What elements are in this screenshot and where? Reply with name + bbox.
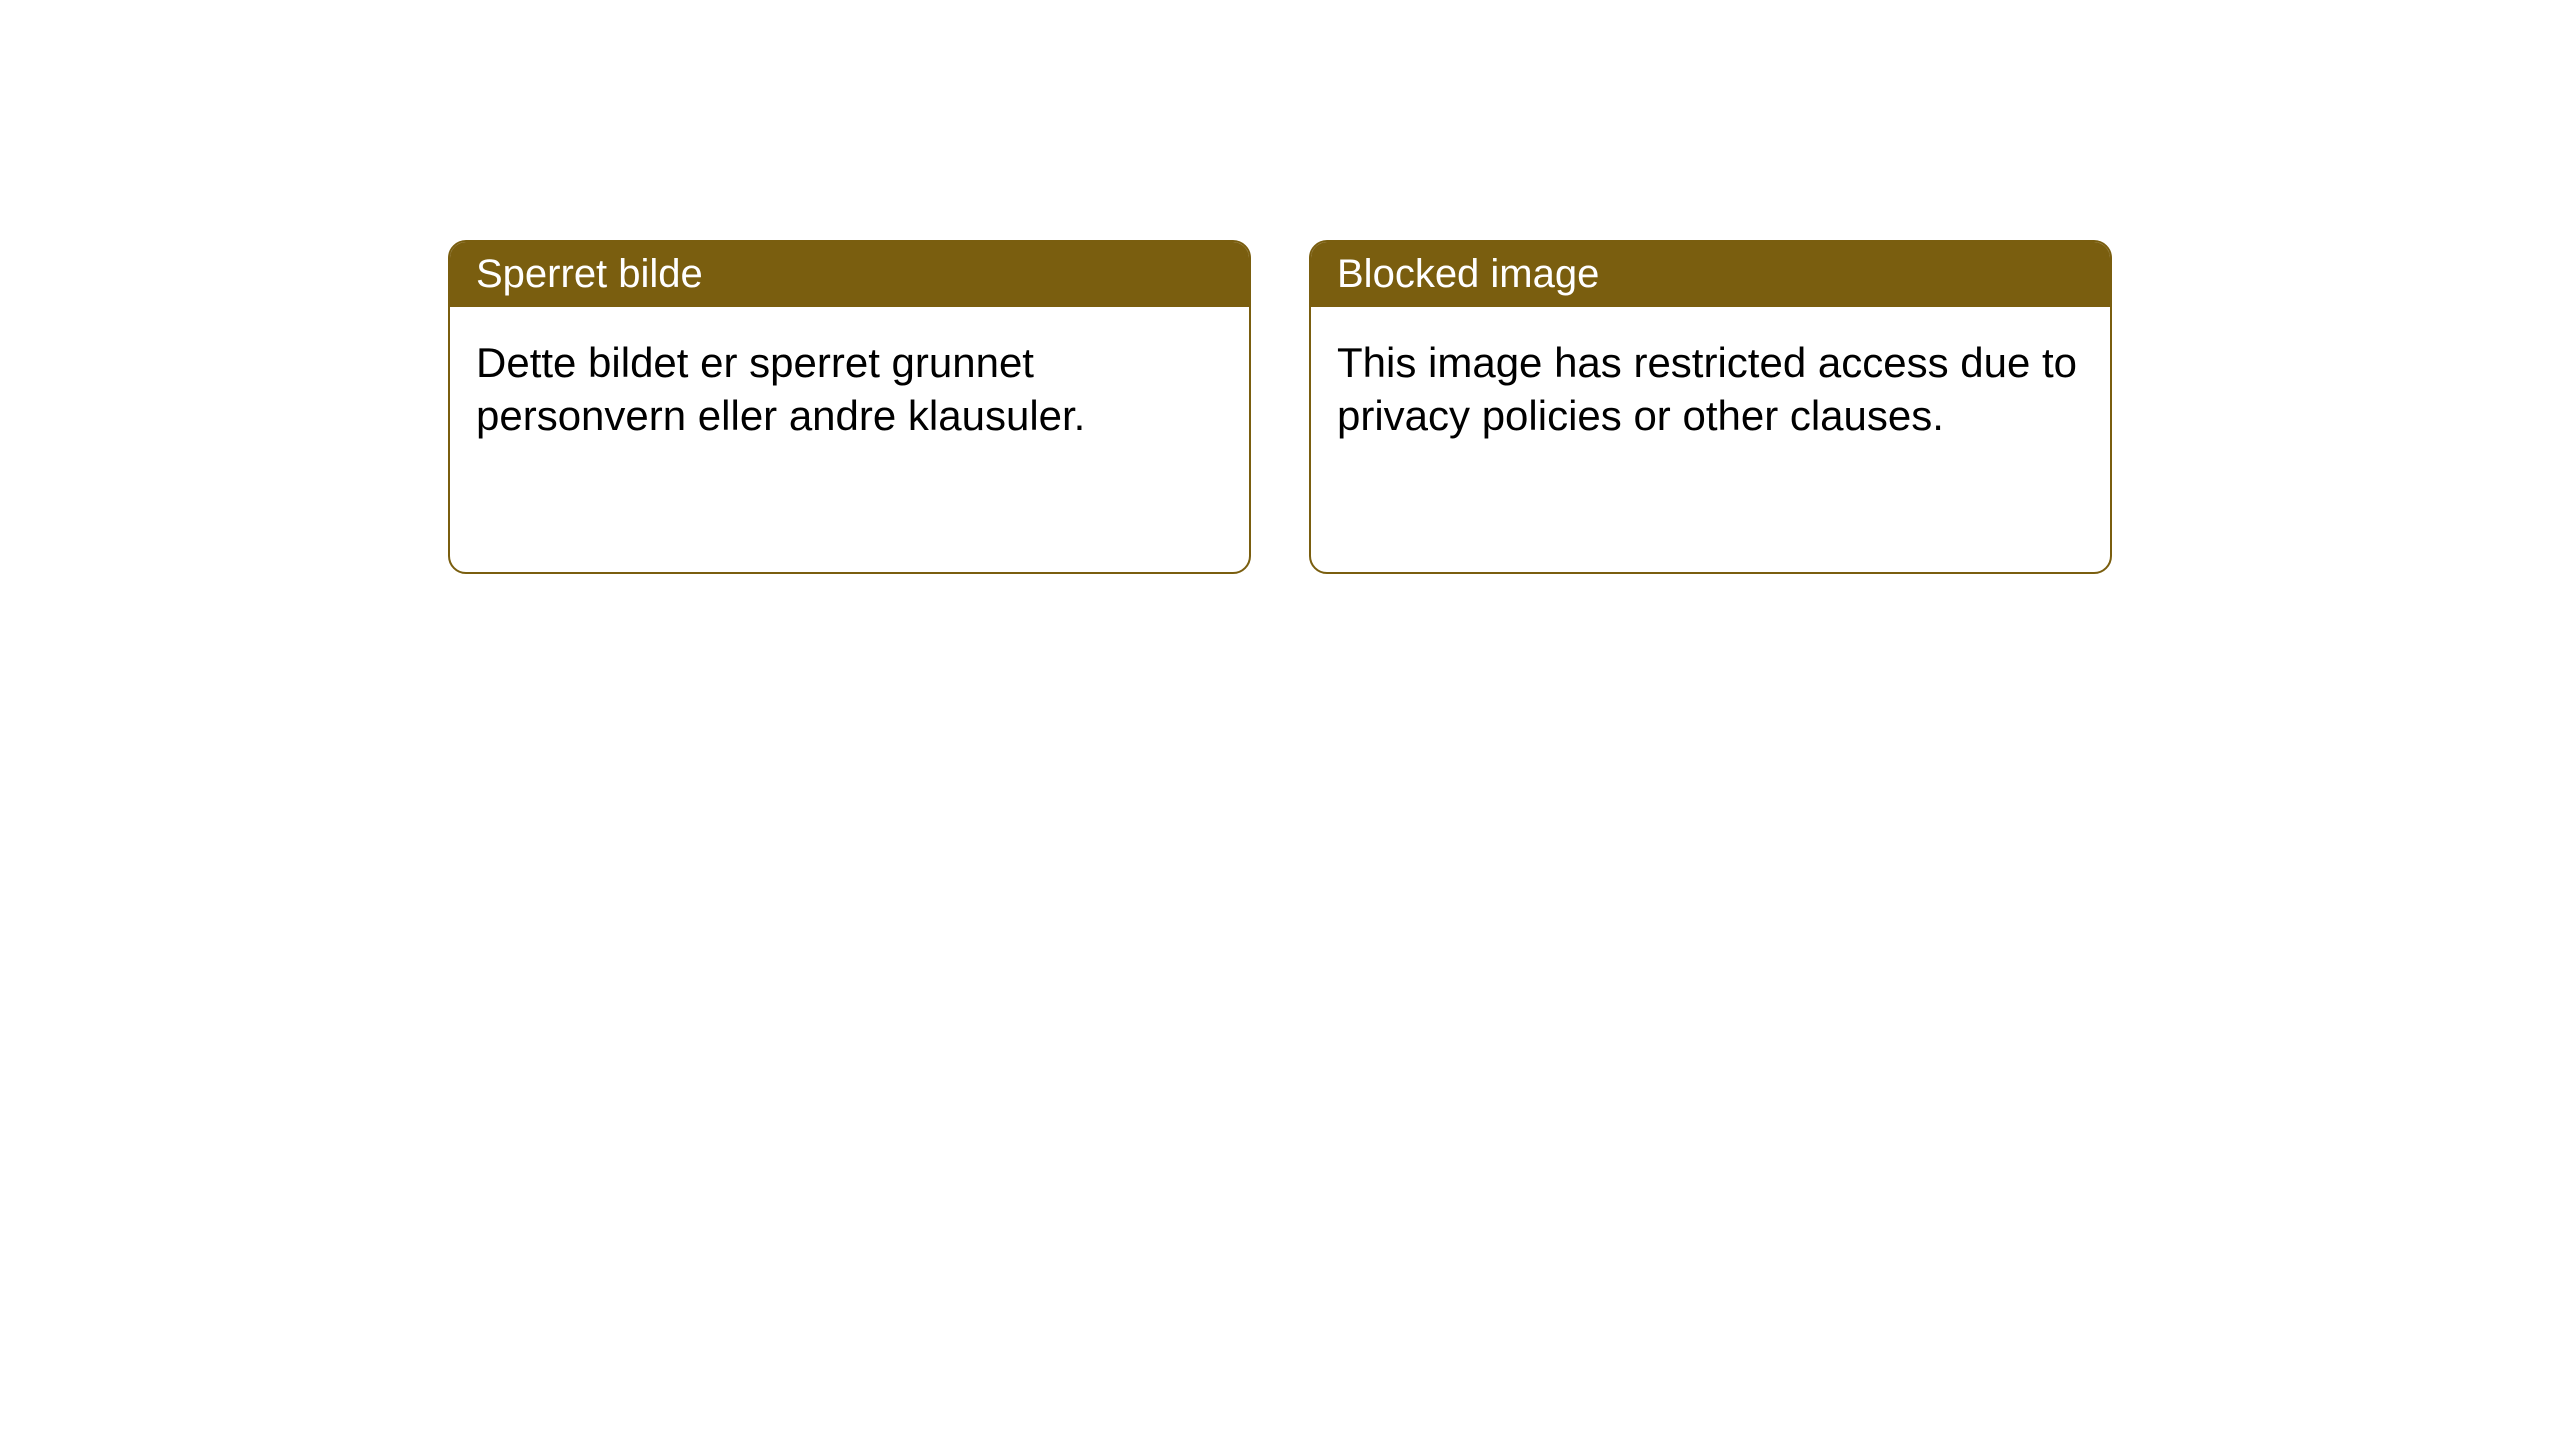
notice-card-body-no: Dette bildet er sperret grunnet personve… xyxy=(450,307,1249,472)
notice-card-en: Blocked image This image has restricted … xyxy=(1309,240,2112,574)
notice-cards-container: Sperret bilde Dette bildet er sperret gr… xyxy=(448,240,2112,574)
notice-card-header-en: Blocked image xyxy=(1311,242,2110,307)
notice-card-body-en: This image has restricted access due to … xyxy=(1311,307,2110,472)
notice-card-header-no: Sperret bilde xyxy=(450,242,1249,307)
notice-card-no: Sperret bilde Dette bildet er sperret gr… xyxy=(448,240,1251,574)
